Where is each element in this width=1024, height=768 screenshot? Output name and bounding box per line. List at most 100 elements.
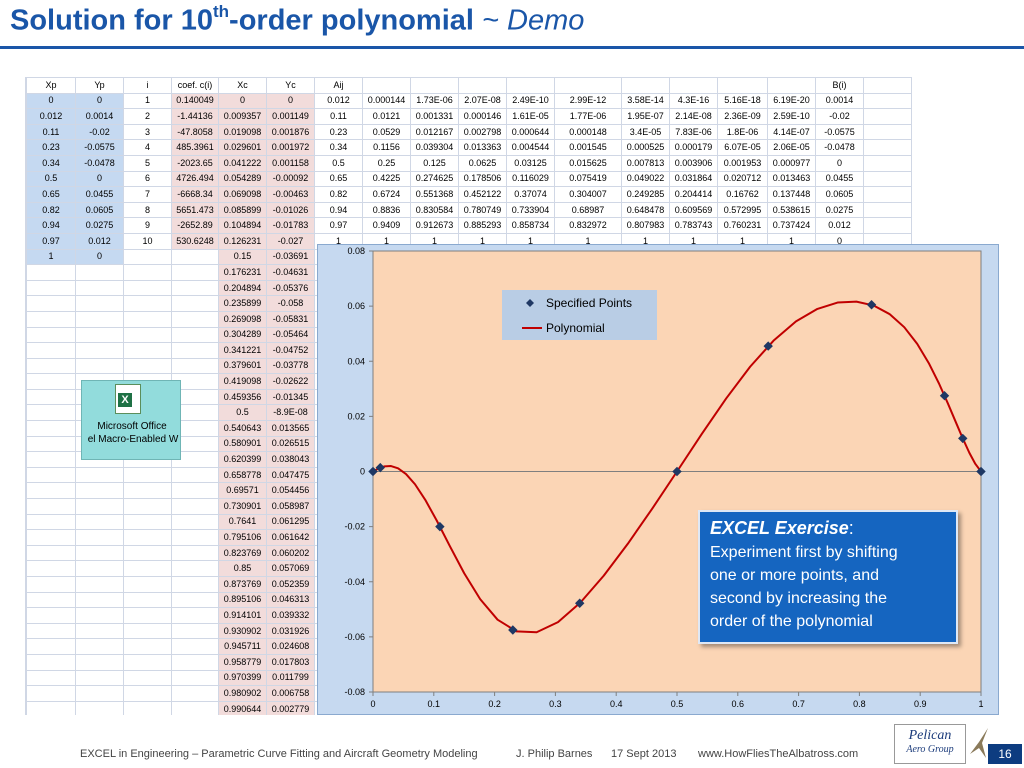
cell-aij[interactable]: 0.68987 [554,201,622,219]
cell-yp[interactable] [75,513,124,531]
cell-i[interactable] [123,653,172,671]
cell-aij[interactable]: 6.07E-05 [717,139,768,156]
cell-xc[interactable]: 0.620399 [218,451,267,468]
cell-yp[interactable] [75,529,124,546]
cell-aij[interactable]: 2.49E-10 [506,92,555,110]
cell-yp[interactable] [75,653,124,671]
cell-yc[interactable]: 0.001972 [266,139,315,156]
cell-aij[interactable]: 0.23 [314,123,363,141]
column-header[interactable]: Yc [266,77,315,94]
cell-aij[interactable]: 1.77E-06 [554,108,622,125]
cell-aij[interactable]: 0.572995 [717,201,768,219]
cell-aij[interactable]: 1.61E-05 [506,108,555,125]
cell-yc[interactable]: -0.04631 [266,264,315,281]
cell-coef[interactable]: -1.44136 [171,108,219,125]
cell-xc[interactable]: 0.85 [218,560,267,577]
cell-coef[interactable] [171,326,219,344]
cell-aij[interactable]: 0.885293 [458,217,507,234]
cell-xc[interactable]: 0.054289 [218,170,267,188]
cell-aij[interactable]: 0.049022 [621,170,670,188]
cell-coef[interactable]: 5651.473 [171,201,219,219]
cell-i[interactable] [123,576,172,593]
cell-yp[interactable] [75,669,124,687]
cell-coef[interactable] [171,700,219,715]
cell-yc[interactable]: 0.006758 [266,685,315,702]
cell-coef[interactable] [171,482,219,500]
cell-i[interactable]: 7 [123,186,172,203]
cell-i[interactable] [123,357,172,375]
cell-empty[interactable] [863,92,912,110]
cell-xc[interactable]: 0.945711 [218,638,267,655]
cell-xp[interactable]: 0.94 [26,217,76,234]
cell-xc[interactable]: 0.540643 [218,420,267,437]
cell-i[interactable]: 5 [123,154,172,172]
cell-yc[interactable]: 0.039332 [266,607,315,624]
cell-aij[interactable]: 3.58E-14 [621,92,670,110]
cell-aij[interactable]: 1.95E-07 [621,108,670,125]
cell-i[interactable]: 9 [123,217,172,234]
cell-aij[interactable]: 0.020712 [717,170,768,188]
cell-i[interactable] [123,591,172,609]
cell-xp[interactable]: 0.65 [26,186,76,203]
cell-bi[interactable]: -0.0575 [815,123,864,141]
cell-xp[interactable] [26,466,76,484]
cell-coef[interactable] [171,685,219,702]
cell-yc[interactable]: 0.061642 [266,529,315,546]
cell-aij[interactable]: 4.3E-16 [669,92,718,110]
cell-yc[interactable]: -0.00463 [266,186,315,203]
cell-coef[interactable] [171,248,219,266]
cell-yc[interactable]: 0.054456 [266,482,315,500]
cell-i[interactable] [123,295,172,312]
cell-aij[interactable]: 3.4E-05 [621,123,670,141]
cell-coef[interactable] [171,576,219,593]
cell-xc[interactable]: 0.126231 [218,232,267,250]
column-header[interactable]: coef. c(i) [171,77,219,94]
cell-i[interactable] [123,622,172,640]
cell-yp[interactable] [75,279,124,297]
cell-xc[interactable]: 0.580901 [218,435,267,453]
cell-yc[interactable]: 0.001158 [266,154,315,172]
cell-xp[interactable]: 1 [26,248,76,266]
cell-yp[interactable]: -0.0478 [75,154,124,172]
cell-yp[interactable] [75,482,124,500]
cell-i[interactable] [123,326,172,344]
cell-aij[interactable]: 2.06E-05 [767,139,816,156]
cell-aij[interactable]: 4.14E-07 [767,123,816,141]
cell-aij[interactable]: 0.015625 [554,154,622,172]
cell-xp[interactable] [26,498,76,515]
cell-yc[interactable]: 0.031926 [266,622,315,640]
cell-aij[interactable]: 0.075419 [554,170,622,188]
cell-aij[interactable]: 0.65 [314,170,363,188]
column-header[interactable] [506,77,555,94]
cell-i[interactable]: 3 [123,123,172,141]
cell-xp[interactable] [26,310,76,328]
cell-xp[interactable] [26,576,76,593]
cell-xp[interactable] [26,451,76,468]
cell-i[interactable] [123,513,172,531]
cell-aij[interactable]: 0.178506 [458,170,507,188]
cell-aij[interactable]: 0.8836 [362,201,411,219]
cell-xc[interactable]: 0.176231 [218,264,267,281]
cell-aij[interactable]: 0.832972 [554,217,622,234]
cell-i[interactable] [123,264,172,281]
cell-xp[interactable] [26,607,76,624]
cell-yc[interactable]: -0.027 [266,232,315,250]
cell-i[interactable] [123,466,172,484]
cell-yc[interactable]: -0.00092 [266,170,315,188]
cell-i[interactable] [123,482,172,500]
cell-i[interactable] [123,279,172,297]
cell-coef[interactable] [171,342,219,359]
cell-i[interactable] [123,310,172,328]
cell-coef[interactable] [171,638,219,655]
cell-xp[interactable]: 0 [26,92,76,110]
column-header[interactable] [767,77,816,94]
cell-aij[interactable]: 0.538615 [767,201,816,219]
cell-yc[interactable]: -0.02622 [266,373,315,390]
cell-coef[interactable] [171,498,219,515]
cell-coef[interactable] [171,466,219,484]
cell-coef[interactable]: 530.6248 [171,232,219,250]
column-header[interactable]: B(i) [815,77,864,94]
cell-xc[interactable]: 0.069098 [218,186,267,203]
column-header[interactable] [458,77,507,94]
cell-yc[interactable]: -0.04752 [266,342,315,359]
